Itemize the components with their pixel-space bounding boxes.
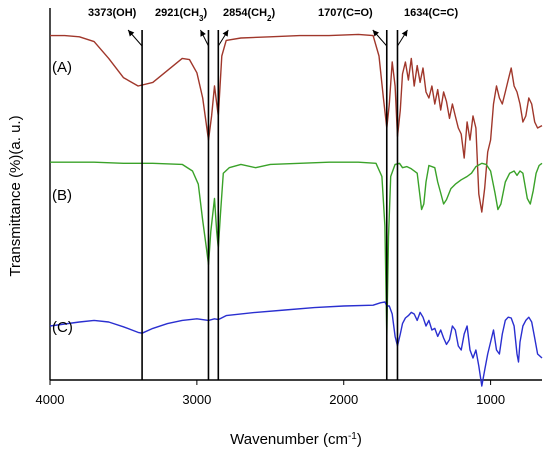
arrow-head-2921 [200,30,206,37]
annotation-group: 3373(OH) 2921(CH3) 2854(CH2) 1707(C=O) 1634(… [88,7,458,380]
x-tick-label-2000: 2000 [329,392,358,407]
arrow-head-3373 [128,30,135,37]
plot-frame [49,8,542,381]
annotation-label-3373: 3373(OH) [88,7,137,19]
arrow-head-1634 [401,30,408,37]
axes-group: 4000 3000 2000 1000 Wavenumber (cm-1) Transmi… [7,115,505,448]
annotation-label-2854: 2854(CH2) [223,7,275,23]
annotation-label-1707: 1707(C=O) [318,7,373,19]
arrow-head-2854 [222,30,229,37]
series-line-2 [50,161,543,337]
series-line-1 [50,33,543,213]
x-tick-label-4000: 4000 [36,392,65,407]
x-tick-label-1000: 1000 [476,392,505,407]
x-tick-label-3000: 3000 [182,392,211,407]
series-group: (A) (B) (C) [49,33,543,387]
series-line-3 [49,301,543,387]
series-label-2: (B) [52,187,72,204]
x-axis-label: Wavenumber (cm-1) [230,431,362,449]
series-label-3: (C) [52,319,73,336]
series-label-1: (A) [52,59,72,76]
arrow-head-1707 [372,30,379,37]
annotation-label-1634: 1634(C=C) [404,7,458,19]
y-axis-label: Transmittance (%)(a. u.) [7,115,24,276]
annotation-label-2921: 2921(CH3) [155,7,207,23]
